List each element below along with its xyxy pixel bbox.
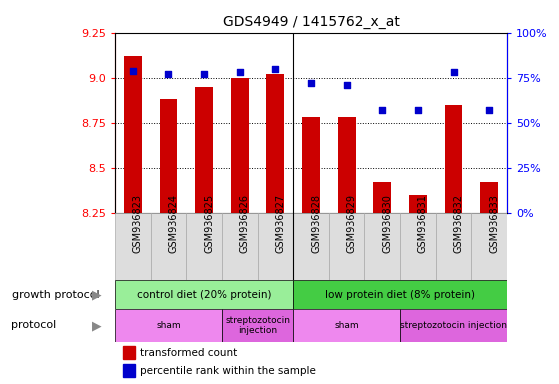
Bar: [471, 213, 507, 280]
Bar: [123, 364, 135, 377]
Point: [414, 107, 423, 113]
Text: control diet (20% protein): control diet (20% protein): [137, 290, 271, 300]
Bar: [400, 213, 435, 280]
Text: streptozotocin
injection: streptozotocin injection: [225, 316, 290, 335]
Text: sham: sham: [156, 321, 181, 330]
Bar: [400, 309, 507, 342]
Bar: [222, 309, 293, 342]
Bar: [293, 280, 507, 309]
Text: GSM936825: GSM936825: [204, 194, 214, 253]
Bar: [115, 213, 150, 280]
Point: [342, 82, 351, 88]
Text: GSM936831: GSM936831: [418, 194, 428, 253]
Text: sham: sham: [334, 321, 359, 330]
Bar: [338, 118, 356, 213]
Point: [306, 80, 315, 86]
Point: [235, 69, 244, 75]
Bar: [115, 309, 222, 342]
Text: GSM936823: GSM936823: [133, 194, 143, 253]
Bar: [444, 105, 462, 213]
Bar: [150, 213, 186, 280]
Bar: [435, 213, 471, 280]
Text: GSM936832: GSM936832: [453, 194, 463, 253]
Text: ▶: ▶: [92, 319, 101, 332]
Bar: [231, 78, 249, 213]
Bar: [267, 74, 285, 213]
Point: [164, 71, 173, 77]
Bar: [195, 87, 213, 213]
Point: [378, 107, 387, 113]
Bar: [329, 213, 364, 280]
Text: low protein diet (8% protein): low protein diet (8% protein): [325, 290, 475, 300]
Text: GSM936830: GSM936830: [382, 194, 392, 253]
Point: [129, 68, 138, 74]
Bar: [302, 118, 320, 213]
Title: GDS4949 / 1415762_x_at: GDS4949 / 1415762_x_at: [222, 15, 400, 29]
Bar: [123, 346, 135, 359]
Bar: [373, 182, 391, 213]
Text: GSM936833: GSM936833: [489, 194, 499, 253]
Text: transformed count: transformed count: [140, 348, 238, 358]
Bar: [186, 213, 222, 280]
Point: [271, 66, 280, 72]
Bar: [258, 213, 293, 280]
Text: GSM936824: GSM936824: [168, 194, 178, 253]
Text: percentile rank within the sample: percentile rank within the sample: [140, 366, 316, 376]
Text: growth protocol: growth protocol: [12, 290, 99, 300]
Text: GSM936829: GSM936829: [347, 194, 357, 253]
Bar: [115, 280, 293, 309]
Text: streptozotocin injection: streptozotocin injection: [400, 321, 507, 330]
Bar: [124, 56, 142, 213]
Text: ▶: ▶: [92, 288, 101, 301]
Bar: [480, 182, 498, 213]
Bar: [222, 213, 258, 280]
Point: [449, 69, 458, 75]
Point: [485, 107, 494, 113]
Text: protocol: protocol: [12, 320, 57, 331]
Text: GSM936826: GSM936826: [240, 194, 250, 253]
Bar: [159, 99, 177, 213]
Bar: [293, 309, 400, 342]
Text: GSM936827: GSM936827: [276, 194, 285, 253]
Text: GSM936828: GSM936828: [311, 194, 321, 253]
Point: [200, 71, 209, 77]
Bar: [364, 213, 400, 280]
Bar: [409, 195, 427, 213]
Bar: [293, 213, 329, 280]
